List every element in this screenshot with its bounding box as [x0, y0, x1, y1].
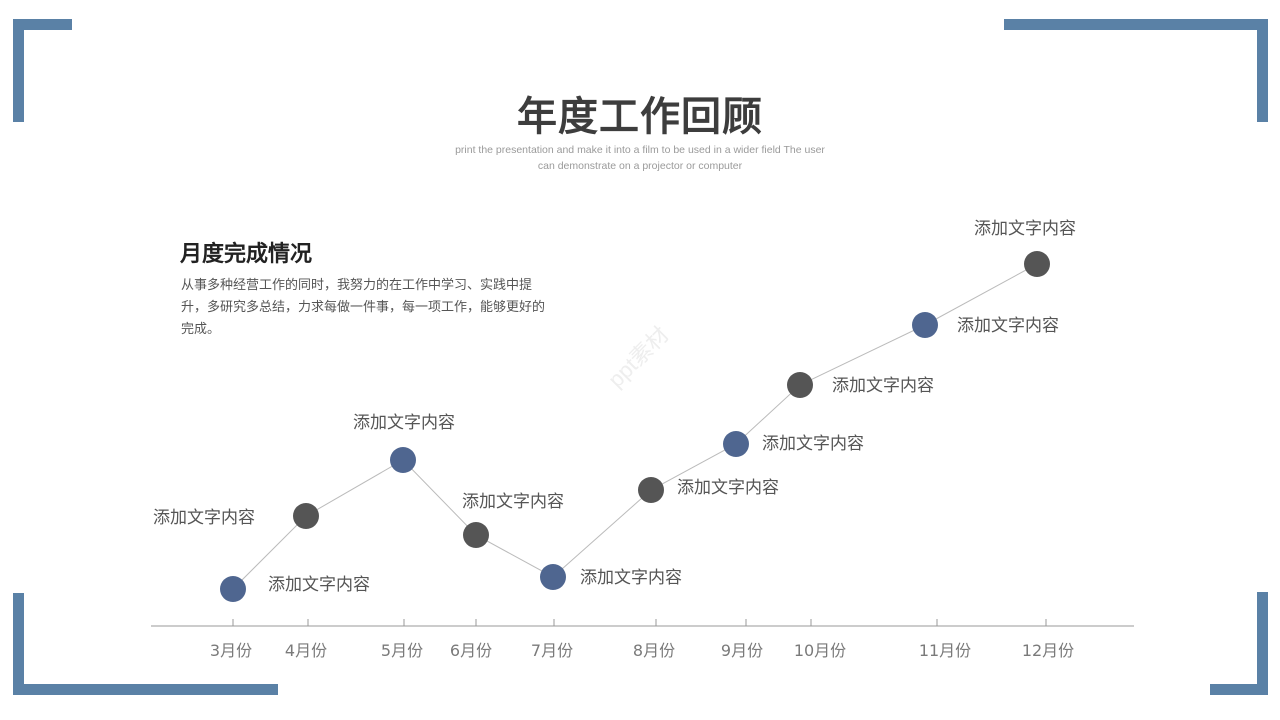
- corner-bracket-bottom-right-vertical: [1257, 592, 1268, 695]
- data-point: [390, 447, 416, 473]
- x-tick-label: 11月份: [919, 641, 971, 660]
- x-tick-label: 6月份: [450, 641, 492, 660]
- corner-bracket-top-right-vertical: [1257, 19, 1268, 122]
- x-tick-label: 3月份: [210, 641, 252, 660]
- data-point: [1024, 251, 1050, 277]
- x-axis: 3月份 4月份 5月份 6月份 7月份 8月份 9月份 10月份 11月份 12…: [151, 619, 1134, 660]
- point-label: 添加文字内容: [957, 316, 1059, 336]
- point-label: 添加文字内容: [153, 508, 255, 528]
- point-label: 添加文字内容: [832, 376, 934, 396]
- point-label: 添加文字内容: [677, 478, 779, 498]
- corner-bracket-top-left-horizontal: [13, 19, 72, 30]
- x-tick-label: 12月份: [1022, 641, 1074, 660]
- point-label: 添加文字内容: [974, 219, 1076, 239]
- x-tick-label: 8月份: [633, 641, 675, 660]
- section-title: 月度完成情况: [180, 242, 313, 267]
- subtitle-line-1: print the presentation and make it into …: [455, 144, 825, 156]
- data-point: [912, 312, 938, 338]
- data-point: [723, 431, 749, 457]
- point-label: 添加文字内容: [268, 575, 370, 595]
- x-tick-label: 5月份: [381, 641, 423, 660]
- data-point: [463, 522, 489, 548]
- data-point: [293, 503, 319, 529]
- corner-bracket-bottom-right-horizontal: [1210, 684, 1268, 695]
- point-label: 添加文字内容: [580, 568, 682, 588]
- point-label: 添加文字内容: [762, 434, 864, 454]
- section-description: 从事多种经营工作的同时，我努力的在工作中学习、实践中提升，多研究多总结，力求每做…: [181, 278, 546, 337]
- corner-bracket-top-right-horizontal: [1004, 19, 1268, 30]
- subtitle-line-2: can demonstrate on a projector or comput…: [537, 160, 743, 172]
- x-tick-label: 4月份: [285, 641, 327, 660]
- x-tick-label: 9月份: [721, 641, 763, 660]
- x-tick-label: 10月份: [794, 641, 846, 660]
- corner-bracket-top-left-vertical: [13, 19, 24, 122]
- point-label: 添加文字内容: [462, 492, 564, 512]
- page-subtitle: print the presentation and make it into …: [420, 142, 860, 174]
- data-point: [540, 564, 566, 590]
- data-points: [220, 251, 1050, 602]
- corner-bracket-bottom-left-horizontal: [13, 684, 278, 695]
- data-point: [638, 477, 664, 503]
- connecting-line: [232, 263, 1038, 590]
- point-labels: 添加文字内容 添加文字内容 添加文字内容 添加文字内容 添加文字内容 添加文字内…: [153, 219, 1076, 595]
- data-point: [787, 372, 813, 398]
- corner-bracket-bottom-left-vertical: [13, 593, 24, 695]
- point-label: 添加文字内容: [353, 413, 455, 433]
- page-title: 年度工作回顾: [517, 94, 763, 140]
- data-point: [220, 576, 246, 602]
- x-tick-label: 7月份: [531, 641, 573, 660]
